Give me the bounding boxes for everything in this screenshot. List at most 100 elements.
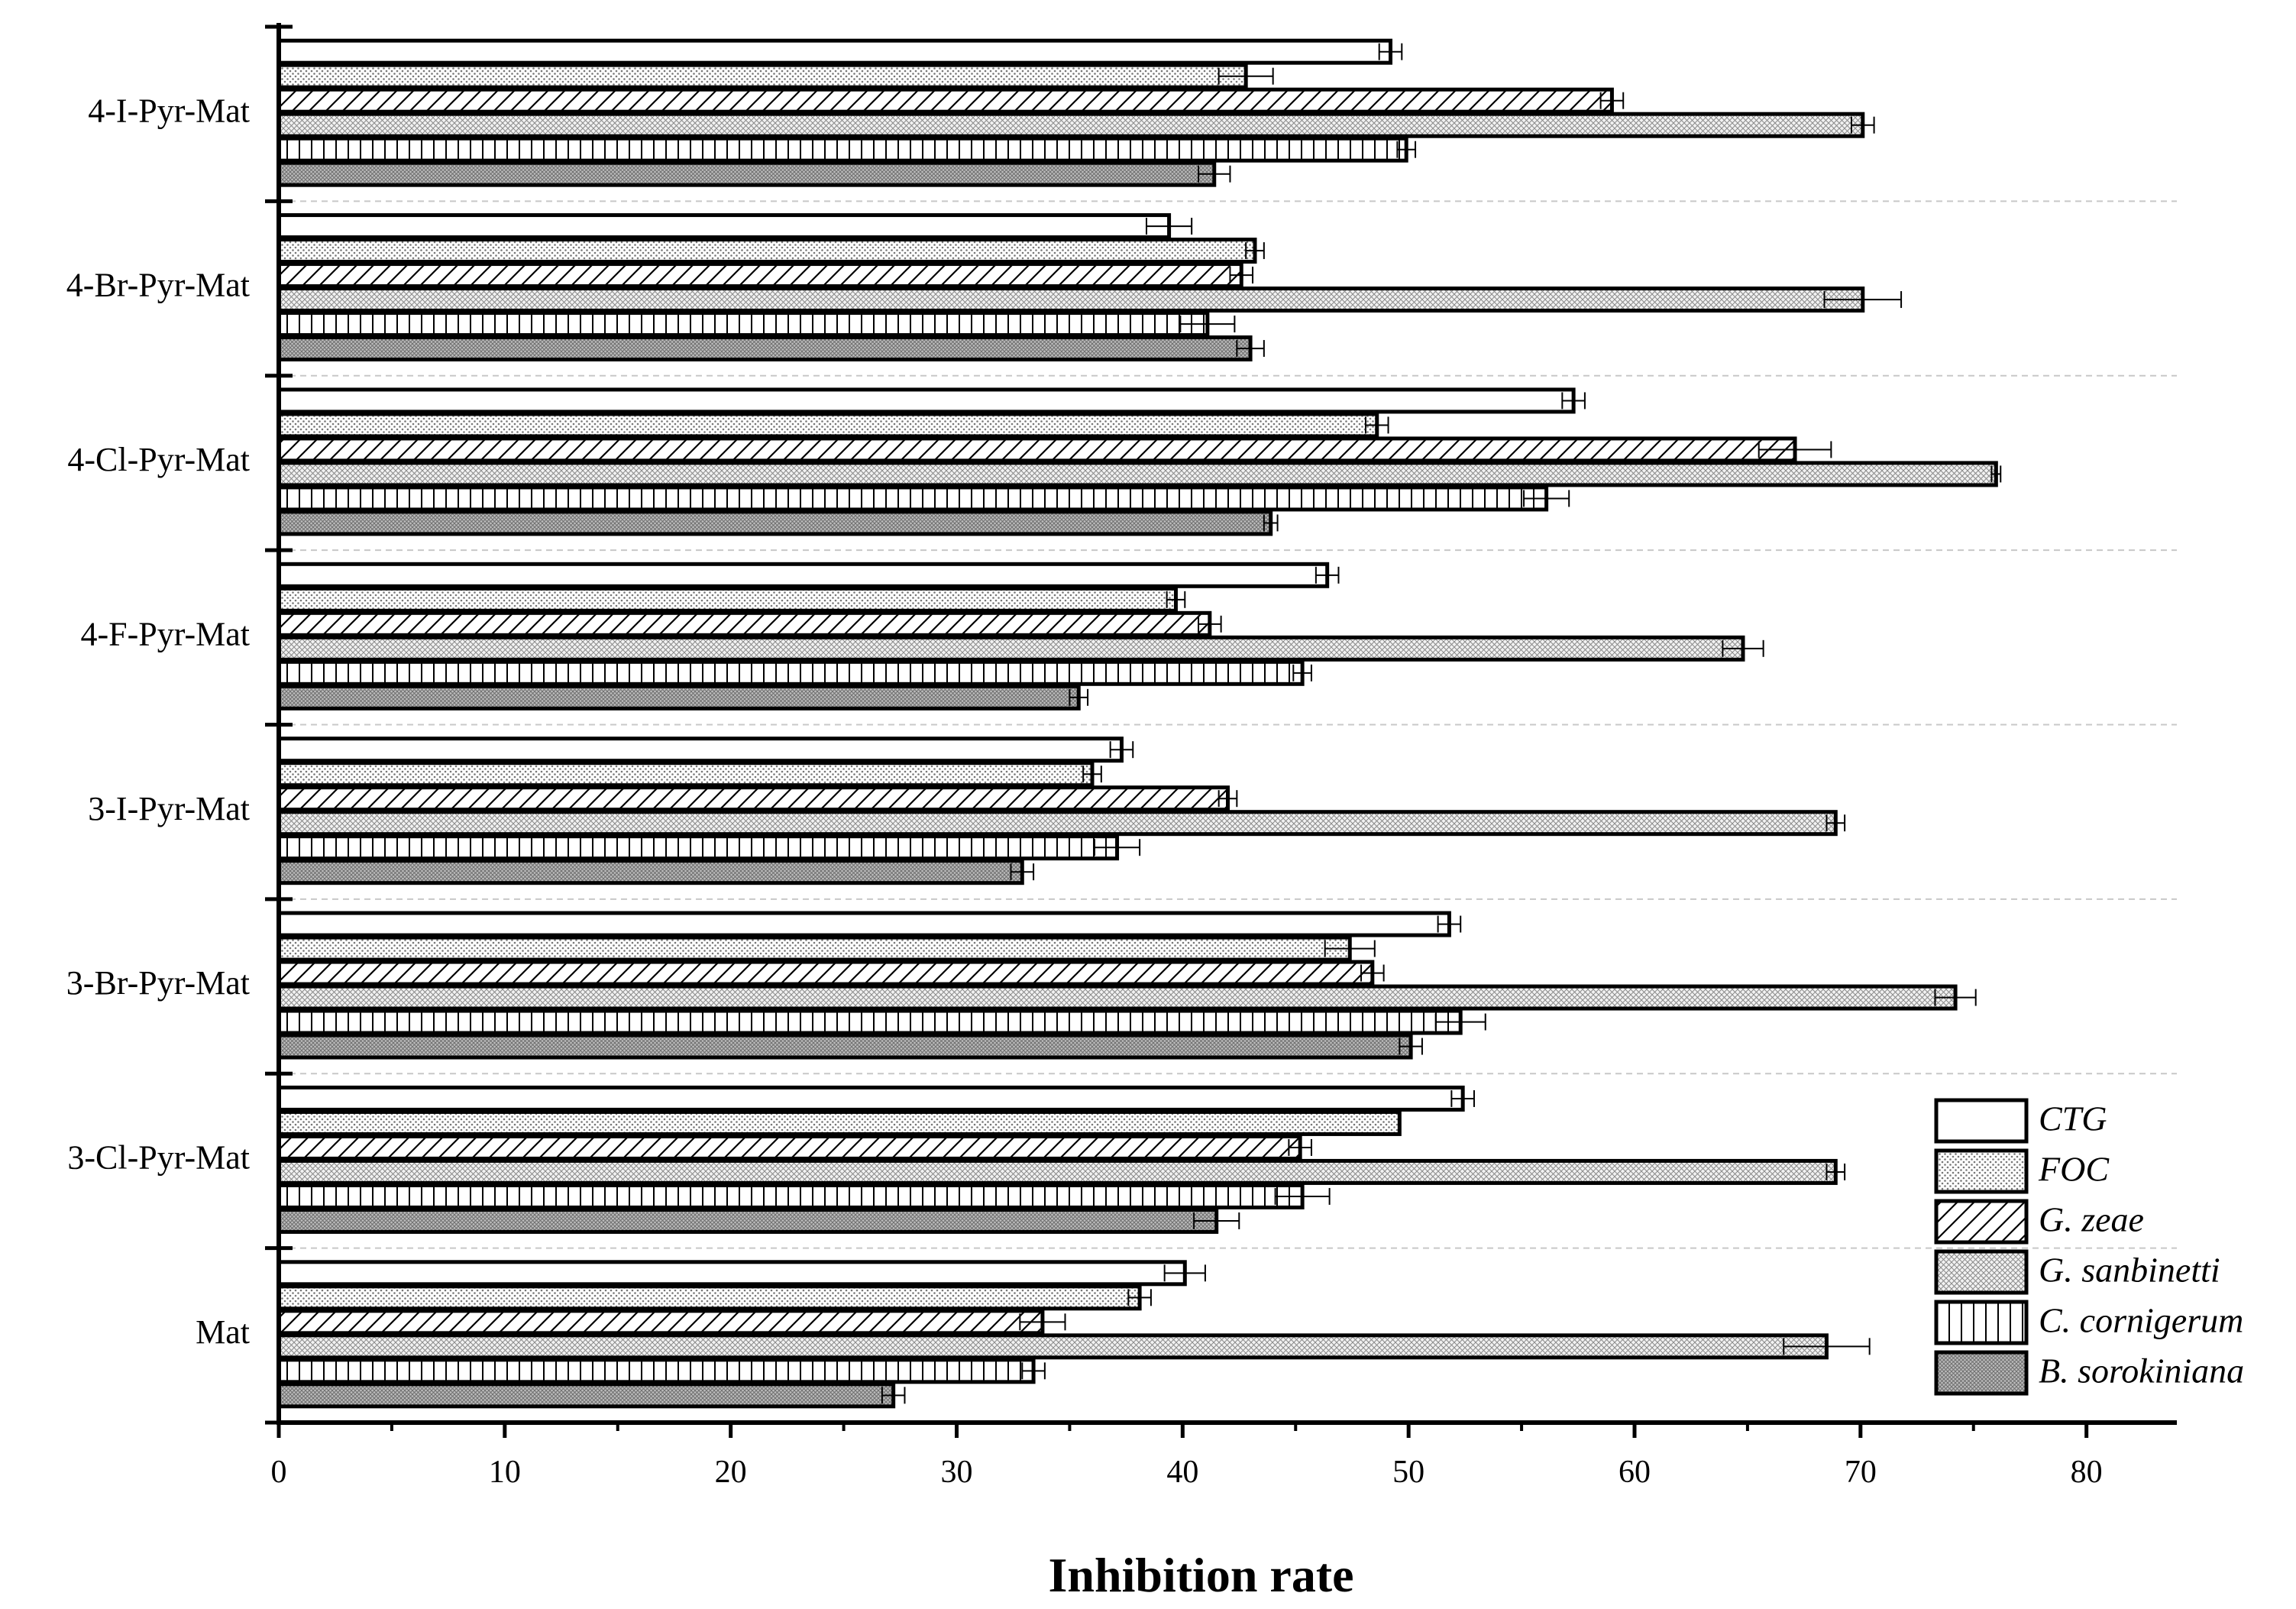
- bar-3-cl-pyr-mat-g-sanbinetti: [276, 1158, 1838, 1185]
- bar-3-i-pyr-mat-b-sorokiniana: [276, 859, 1024, 885]
- error-bar-3-i-pyr-mat-c-cornigerum: [1093, 839, 1141, 856]
- x-tick-label: 20: [715, 1455, 747, 1490]
- bar-mat-ctg: [276, 1260, 1187, 1287]
- error-bar-4-br-pyr-mat-c-cornigerum: [1179, 316, 1236, 333]
- error-bar-3-br-pyr-mat-g-sanbinetti: [1934, 989, 1977, 1006]
- bar-4-i-pyr-mat-g-zeae: [276, 87, 1614, 114]
- category-label: Mat: [196, 1313, 250, 1351]
- error-bar-4-cl-pyr-mat-foc: [1364, 416, 1389, 434]
- bar-3-i-pyr-mat-foc: [276, 761, 1095, 788]
- legend-swatch: [1934, 1249, 2029, 1295]
- error-bar-4-cl-pyr-mat-ctg: [1561, 392, 1586, 410]
- legend-item-g-sanbinetti: G. sanbinetti: [1934, 1249, 2220, 1295]
- bar-3-i-pyr-mat-ctg: [276, 737, 1124, 763]
- error-bar-mat-ctg: [1163, 1264, 1206, 1282]
- legend-label: G. zeae: [2039, 1200, 2144, 1239]
- bar-4-f-pyr-mat-foc: [276, 586, 1178, 613]
- error-bar-mat-c-cornigerum: [1021, 1362, 1046, 1380]
- category-label: 3-Br-Pyr-Mat: [66, 964, 250, 1002]
- legend-label: B. sorokiniana: [2039, 1352, 2244, 1390]
- error-bar-mat-g-sanbinetti: [1783, 1338, 1871, 1355]
- x-tick-label: 10: [489, 1455, 521, 1490]
- bar-3-i-pyr-mat-g-sanbinetti: [276, 810, 1838, 837]
- bar-4-f-pyr-mat-b-sorokiniana: [276, 684, 1081, 711]
- bar-3-cl-pyr-mat-c-cornigerum: [276, 1183, 1305, 1209]
- x-tick-label: 30: [941, 1455, 973, 1490]
- error-bar-4-cl-pyr-mat-g-sanbinetti: [1990, 465, 2002, 483]
- x-tick-label: 70: [1845, 1455, 1877, 1490]
- bar-mat-g-zeae: [276, 1309, 1045, 1335]
- bar-4-i-pyr-mat-c-cornigerum: [276, 136, 1408, 163]
- bar-3-cl-pyr-mat-ctg: [276, 1085, 1465, 1112]
- error-bar-3-i-pyr-mat-ctg: [1109, 741, 1134, 759]
- legend-item-ctg: CTG: [1934, 1098, 2107, 1144]
- error-bar-4-br-pyr-mat-b-sorokiniana: [1236, 340, 1265, 358]
- bar-3-cl-pyr-mat-foc: [276, 1109, 1402, 1136]
- error-bar-4-f-pyr-mat-c-cornigerum: [1292, 664, 1312, 681]
- legend-item-g-zeae: G. zeae: [1934, 1199, 2144, 1245]
- legend-swatch: [1934, 1199, 2029, 1245]
- axes-layer: 4-I-Pyr-Mat 4-Br-Pyr-Mat 4-Cl-Pyr-Mat 4-F-P…: [66, 23, 2177, 1490]
- bar-4-br-pyr-mat-foc: [276, 238, 1257, 264]
- bar-4-br-pyr-mat-g-zeae: [276, 262, 1243, 289]
- error-bar-3-br-pyr-mat-g-zeae: [1360, 964, 1385, 982]
- bar-3-br-pyr-mat-b-sorokiniana: [276, 1033, 1413, 1060]
- category-label: 4-Br-Pyr-Mat: [66, 267, 250, 304]
- error-bar-4-br-pyr-mat-g-sanbinetti: [1823, 291, 1903, 309]
- error-bar-4-br-pyr-mat-g-zeae: [1229, 267, 1254, 284]
- error-bar-3-i-pyr-mat-g-sanbinetti: [1825, 814, 1846, 832]
- error-bar-4-f-pyr-mat-g-sanbinetti: [1722, 639, 1764, 657]
- bar-4-i-pyr-mat-foc: [276, 63, 1248, 89]
- bar-4-i-pyr-mat-ctg: [276, 38, 1392, 65]
- bar-3-br-pyr-mat-c-cornigerum: [276, 1008, 1463, 1035]
- error-bar-4-i-pyr-mat-g-sanbinetti: [1851, 116, 1875, 134]
- bar-4-i-pyr-mat-g-sanbinetti: [276, 112, 1865, 138]
- bar-4-f-pyr-mat-g-sanbinetti: [276, 635, 1745, 662]
- x-tick-label: 60: [1619, 1455, 1651, 1490]
- bar-4-f-pyr-mat-g-zeae: [276, 610, 1212, 637]
- bar-3-i-pyr-mat-c-cornigerum: [276, 834, 1120, 861]
- error-bar-4-i-pyr-mat-ctg: [1378, 43, 1403, 60]
- x-tick-label: 0: [271, 1455, 287, 1490]
- bars-layer: [276, 38, 2002, 1409]
- legend: CTG FOC G. zeae G. sanbinetti C. cornigerum B…: [1934, 1098, 2244, 1396]
- bar-3-br-pyr-mat-foc: [276, 935, 1352, 962]
- bar-4-br-pyr-mat-g-sanbinetti: [276, 287, 1865, 313]
- error-bar-mat-b-sorokiniana: [881, 1387, 906, 1404]
- error-bar-4-cl-pyr-mat-c-cornigerum: [1523, 490, 1570, 507]
- error-bar-3-br-pyr-mat-foc: [1324, 940, 1376, 957]
- bar-4-cl-pyr-mat-b-sorokiniana: [276, 510, 1273, 536]
- error-bar-3-br-pyr-mat-c-cornigerum: [1434, 1013, 1486, 1031]
- bar-mat-c-cornigerum: [276, 1358, 1036, 1384]
- bar-4-br-pyr-mat-c-cornigerum: [276, 311, 1210, 338]
- category-label: 3-Cl-Pyr-Mat: [67, 1139, 250, 1177]
- bar-3-cl-pyr-mat-g-zeae: [276, 1134, 1302, 1161]
- category-label: 4-I-Pyr-Mat: [88, 92, 250, 129]
- legend-swatch: [1934, 1350, 2029, 1396]
- error-bar-3-cl-pyr-mat-c-cornigerum: [1274, 1187, 1331, 1205]
- error-bar-mat-foc: [1127, 1289, 1152, 1306]
- error-bar-4-i-pyr-mat-b-sorokiniana: [1198, 165, 1231, 183]
- error-bar-3-br-pyr-mat-b-sorokiniana: [1399, 1038, 1423, 1055]
- x-tick-label: 80: [2071, 1455, 2103, 1490]
- error-bar-3-br-pyr-mat-ctg: [1437, 915, 1462, 933]
- bar-mat-b-sorokiniana: [276, 1382, 896, 1409]
- x-axis-title: Inhibition rate: [1048, 1548, 1353, 1602]
- error-bar-4-f-pyr-mat-ctg: [1315, 566, 1340, 584]
- legend-item-c-cornigerum: C. cornigerum: [1934, 1300, 2243, 1345]
- bar-3-i-pyr-mat-g-zeae: [276, 785, 1230, 812]
- category-label: 4-F-Pyr-Mat: [80, 615, 250, 652]
- error-bar-mat-g-zeae: [1019, 1313, 1066, 1331]
- bar-4-i-pyr-mat-b-sorokiniana: [276, 160, 1217, 187]
- bar-mat-foc: [276, 1284, 1142, 1311]
- error-bar-4-cl-pyr-mat-g-zeae: [1758, 441, 1832, 458]
- error-bar-3-i-pyr-mat-g-zeae: [1218, 790, 1238, 808]
- x-tick-label: 50: [1392, 1455, 1424, 1490]
- legend-label: C. cornigerum: [2039, 1301, 2243, 1340]
- legend-label: G. sanbinetti: [2039, 1251, 2220, 1290]
- error-bar-3-i-pyr-mat-foc: [1082, 766, 1102, 783]
- bar-3-cl-pyr-mat-b-sorokiniana: [276, 1207, 1219, 1234]
- error-bar-3-cl-pyr-mat-g-zeae: [1288, 1138, 1312, 1156]
- bar-mat-g-sanbinetti: [276, 1333, 1829, 1360]
